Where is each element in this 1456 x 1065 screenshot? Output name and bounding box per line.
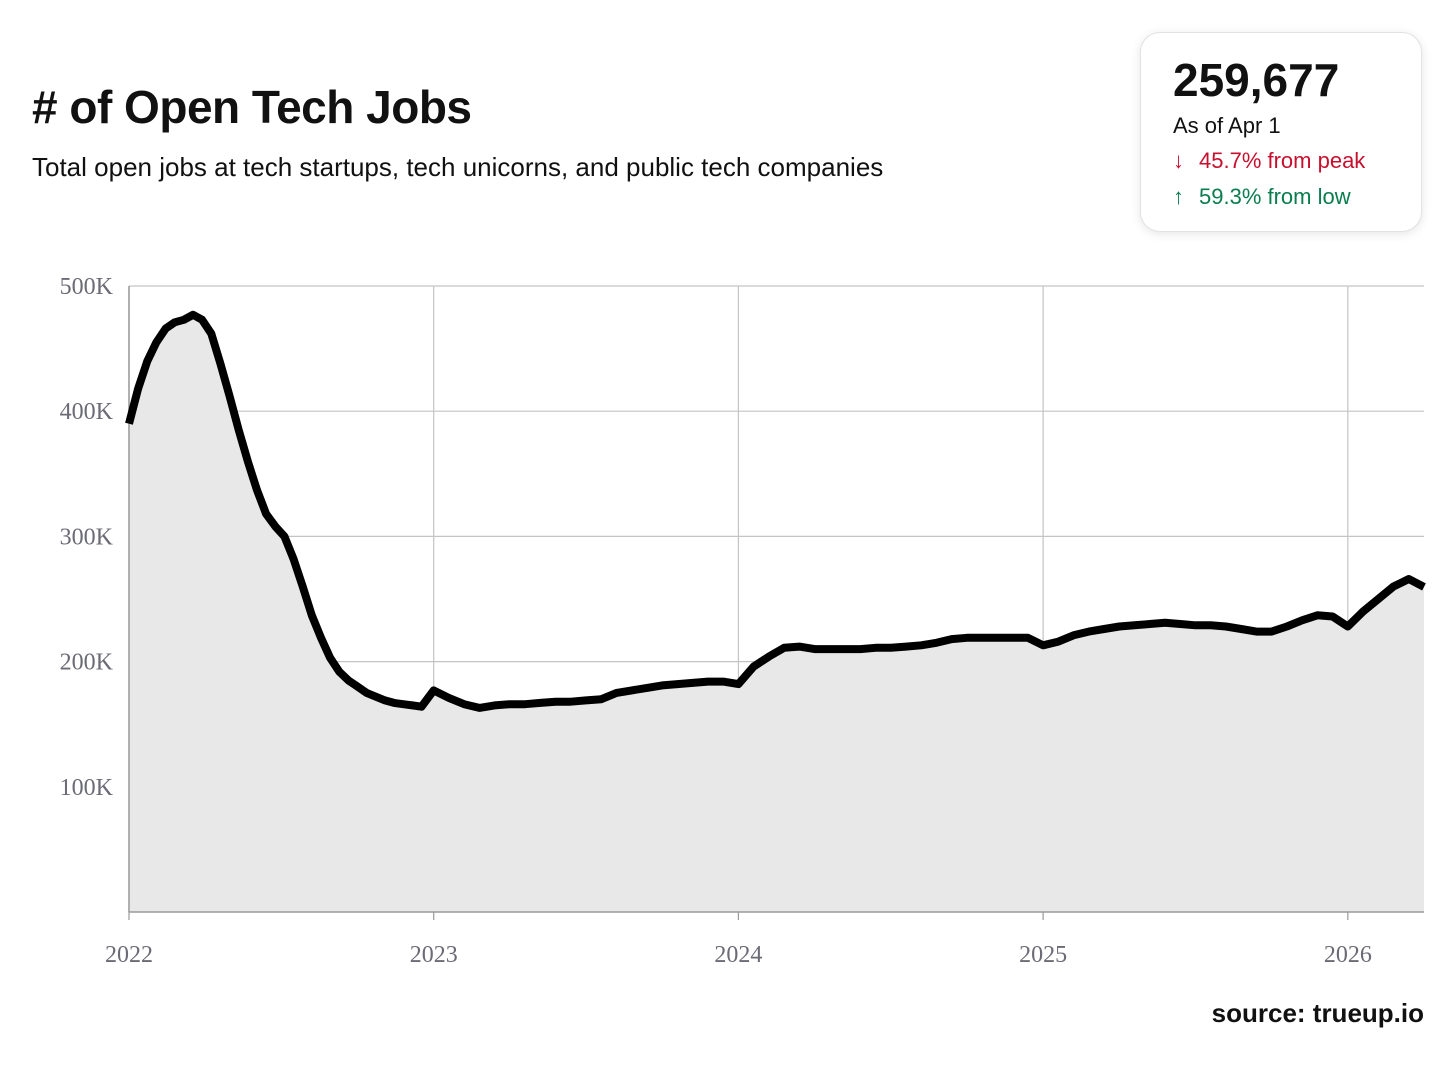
arrow-down-icon: ↓ bbox=[1173, 148, 1184, 173]
x-tick-label: 2023 bbox=[410, 942, 458, 968]
current-job-count: 259,677 bbox=[1173, 54, 1340, 106]
y-tick-label: 400K bbox=[60, 399, 114, 425]
page-title: # of Open Tech Jobs bbox=[32, 81, 472, 133]
y-tick-label: 200K bbox=[60, 650, 114, 676]
y-axis-labels: 100K 200K 300K 400K 500K bbox=[60, 274, 114, 801]
chart-area-layer bbox=[129, 314, 1424, 912]
y-tick-label: 100K bbox=[60, 775, 114, 801]
series-area bbox=[129, 314, 1424, 912]
page-subtitle: Total open jobs at tech startups, tech u… bbox=[32, 152, 884, 182]
x-tick-label: 2026 bbox=[1324, 942, 1372, 968]
from-peak-stat: ↓ 45.7% from peak bbox=[1173, 143, 1421, 179]
x-axis-labels: 2022 2023 2024 2025 2026 bbox=[105, 942, 1372, 968]
x-tick-label: 2024 bbox=[714, 942, 762, 968]
from-peak-text: 45.7% from peak bbox=[1199, 148, 1366, 173]
x-tick-label: 2025 bbox=[1019, 942, 1067, 968]
series-line bbox=[125, 310, 1426, 712]
chart-line-layer bbox=[125, 310, 1426, 712]
as-of-date: As of Apr 1 bbox=[1173, 113, 1281, 138]
stat-card: 259,677 As of Apr 1 ↓ 45.7% from peak ↑ 59… bbox=[1140, 32, 1422, 232]
y-tick-label: 300K bbox=[60, 524, 114, 550]
source-credit: source: trueup.io bbox=[1211, 998, 1424, 1028]
y-tick-label: 500K bbox=[60, 274, 114, 300]
from-low-stat: ↑ 59.3% from low bbox=[1173, 179, 1421, 215]
arrow-up-icon: ↑ bbox=[1173, 184, 1184, 209]
chart-axis-frame bbox=[128, 286, 1424, 920]
from-low-text: 59.3% from low bbox=[1199, 184, 1351, 209]
x-tick-label: 2022 bbox=[105, 942, 153, 968]
